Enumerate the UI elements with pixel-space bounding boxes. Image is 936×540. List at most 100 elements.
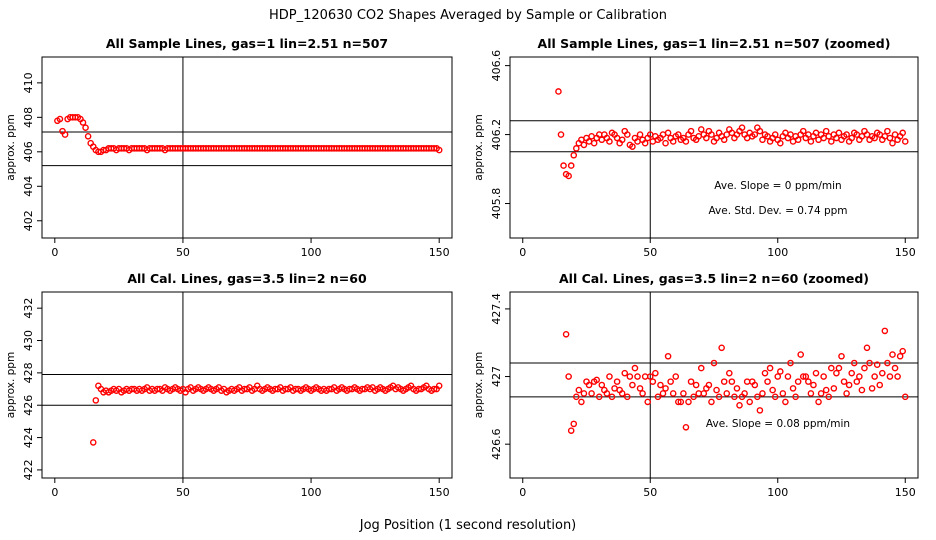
data-point [79,119,87,126]
panel-title: All Sample Lines, gas=1 lin=2.51 n=507 [106,36,388,51]
data-point [590,139,598,147]
y-tick-label: 426 [22,395,35,416]
data-point [830,385,838,392]
data-point [741,390,748,397]
panel-title: All Cal. Lines, gas=3.5 lin=2 n=60 [127,271,367,286]
data-series [555,88,909,180]
data-point [708,131,715,138]
figure-xlabel: Jog Position (1 second resolution) [359,518,577,533]
data-point [430,385,438,393]
data-point [899,129,907,137]
data-point [828,364,835,372]
data-point [626,373,634,380]
data-point [879,369,886,377]
data-point [82,124,89,131]
data-point [685,398,692,406]
data-point [715,393,723,401]
data-point [639,390,646,397]
data-point [896,352,904,360]
data-point [866,359,873,367]
data-point [662,385,669,392]
data-point [565,373,572,380]
data-point [621,369,629,377]
x-tick-label: 50 [643,246,657,259]
data-point [840,378,848,385]
data-point [733,385,741,392]
data-point [764,378,771,385]
y-tick-label: 402 [22,210,35,231]
data-point [687,378,695,385]
data-point [593,376,601,384]
plot-frame [41,291,453,479]
y-tick-label: 426.6 [490,428,503,460]
data-point [792,393,799,401]
x-tick-label: 100 [767,486,788,499]
data-point [799,127,807,135]
data-point [705,381,713,389]
data-point [700,390,708,397]
data-point [738,124,746,131]
data-point [794,136,802,144]
data-point [56,115,64,123]
data-point [84,132,92,140]
data-point [835,129,843,137]
data-point [624,131,631,138]
data-point [682,423,690,431]
data-point [588,390,595,397]
chart-panel-2: All Sample Lines, gas=1 lin=2.51 n=507 (… [473,36,919,259]
data-point [675,131,682,138]
data-point [886,373,894,380]
data-point [664,352,672,360]
data-point [751,131,759,138]
data-point [822,386,830,394]
data-point [680,390,687,397]
data-point [777,139,784,147]
data-point [884,127,891,135]
panels-group: All Sample Lines, gas=1 lin=2.51 n=507 0 5… [5,36,919,499]
plot-frame [509,56,919,239]
data-point [889,139,896,147]
data-point [761,369,769,377]
data-point [784,373,792,380]
data-point [771,393,779,401]
data-point [624,393,631,401]
data-point [697,364,705,372]
figure-title: HDP_120630 CO2 Shapes Averaged by Sample… [269,8,667,23]
data-point [736,401,743,409]
data-point [669,390,677,397]
data-point [901,138,909,145]
data-point [89,439,97,446]
data-point [682,138,690,145]
data-point [570,420,578,428]
plot-frame [41,56,453,239]
data-point [797,351,805,358]
data-point [697,126,705,133]
data-point [746,398,754,406]
y-tick-label: 432 [22,298,35,319]
data-point [731,393,738,401]
y-tick-label: 405.8 [490,188,503,220]
data-point [782,398,789,406]
y-tick-label: 406.2 [490,119,503,151]
panel-title: All Sample Lines, gas=1 lin=2.51 n=507 (… [538,36,891,51]
data-point [687,127,695,135]
data-point [835,364,843,372]
data-point [845,381,853,389]
data-point [567,162,575,169]
data-point [850,359,858,367]
data-point [646,373,654,380]
data-point [807,138,815,145]
data-point [843,390,850,397]
data-point [606,138,613,145]
data-point [899,347,907,355]
stat-annotation: Ave. Slope = 0 ppm/min [714,180,841,192]
data-point [856,373,863,380]
x-tick-label: 50 [643,486,657,499]
x-tick-label: 150 [895,486,916,499]
data-point [644,398,652,406]
data-point [822,127,830,135]
data-point [570,151,578,159]
data-point [664,129,672,137]
data-point [848,134,856,142]
data-point [774,373,782,380]
